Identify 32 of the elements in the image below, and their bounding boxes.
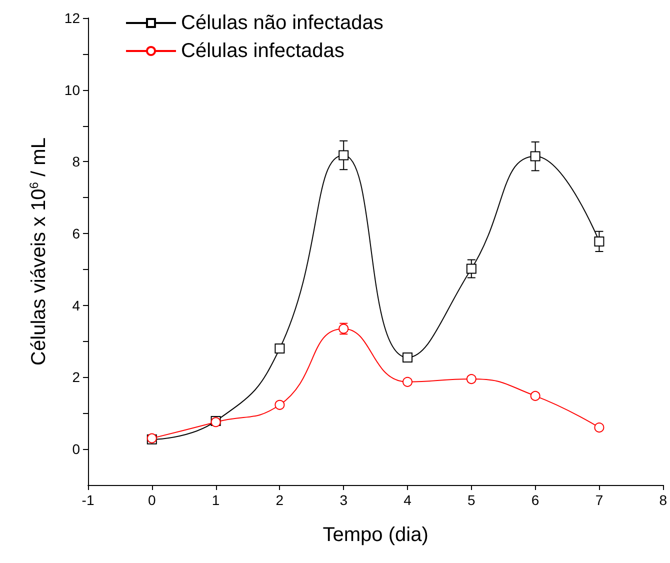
x-tick-label: 3 [340,492,348,508]
point [338,150,349,160]
x-tick-label: 0 [148,492,156,508]
x-tick-label: 2 [276,492,284,508]
point [402,376,413,387]
x-tick-label: 6 [531,492,540,508]
x-tick-label: 1 [212,492,220,508]
point [466,374,476,384]
y-tick-label: 2 [72,369,80,386]
x-tick-label: 5 [468,492,476,508]
x-axis-title: Tempo (dia) [322,524,428,546]
point [274,343,285,354]
point [530,390,540,401]
y-tick-label: 4 [72,297,80,314]
point [274,400,285,410]
x-tick-label: 8 [659,492,668,508]
y-tick-label: 12 [64,10,80,26]
legend-label: Células infectadas [181,40,344,62]
x-tick-label: -1 [82,492,94,508]
y-tick-label: 6 [72,226,80,242]
y-tick-label: 10 [64,82,80,98]
y-tick-label: 0 [72,441,80,458]
legend-label: Células não infectadas [181,12,384,34]
point [466,264,476,274]
point [402,352,413,362]
x-tick-label: 4 [404,492,412,508]
point [530,151,540,162]
point [594,236,604,246]
x-tick-label: 7 [595,492,604,508]
point [594,422,604,433]
y-tick-label: 8 [72,154,80,170]
y-axis-title: Células viáveis x 106 / mL [27,138,50,366]
